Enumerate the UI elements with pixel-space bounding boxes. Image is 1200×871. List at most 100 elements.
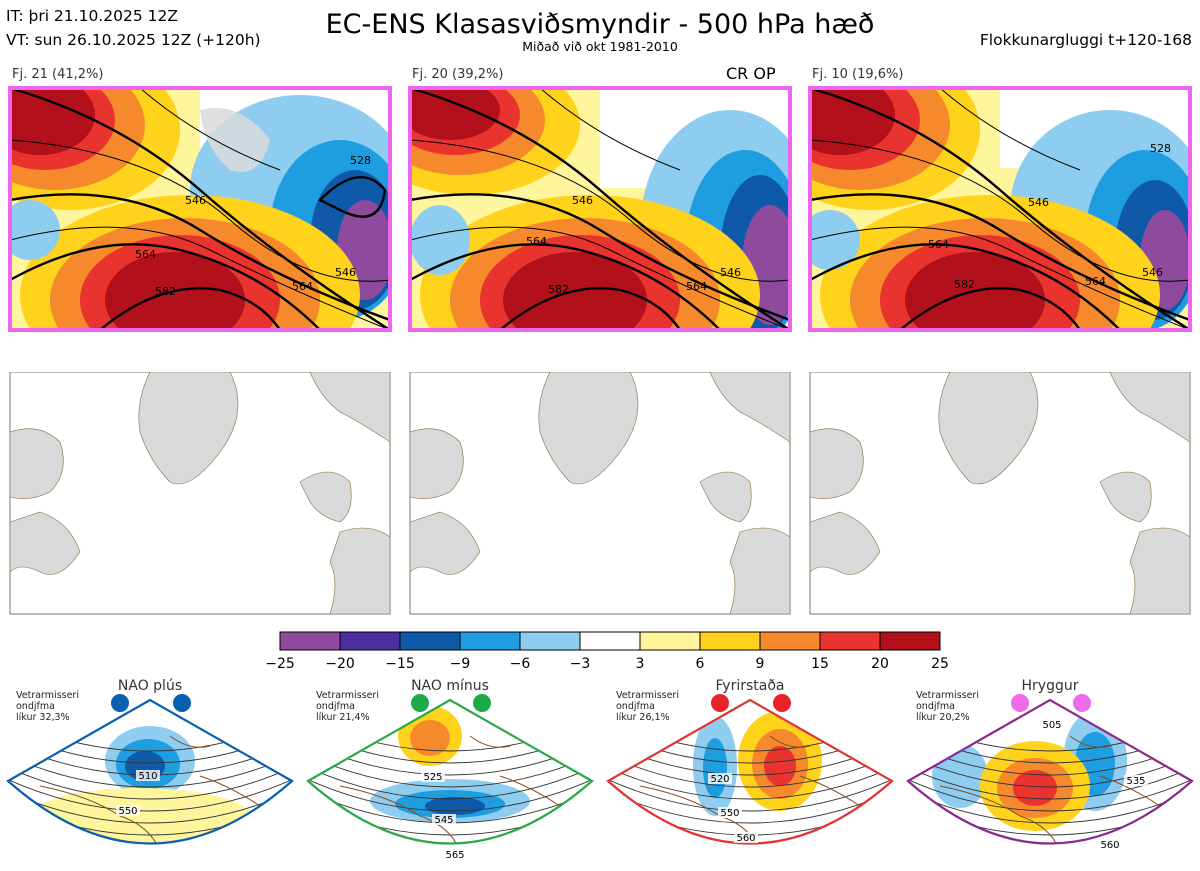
regime-dot xyxy=(411,694,429,712)
regime-border xyxy=(606,698,894,845)
contour-label: 528 xyxy=(350,154,371,167)
cluster-label-3: Fj. 10 (19,6%) xyxy=(812,67,904,82)
empty-map-2 xyxy=(409,372,791,615)
colorbar-swatch xyxy=(639,631,701,651)
colorbar-tick-label: −20 xyxy=(325,656,355,672)
regime-note: líkur 26,1% xyxy=(616,712,670,723)
contour-label: 564 xyxy=(686,280,707,293)
contour-label: 546 xyxy=(335,266,356,279)
colorbar-swatch xyxy=(759,631,821,651)
regime-note: Vetrarmisseri xyxy=(616,690,679,701)
colorbar-tick-label: 15 xyxy=(811,656,829,672)
regime-note: Vetrarmisseri xyxy=(916,690,979,701)
regime-contour-label: 525 xyxy=(423,772,442,783)
regime-contour-label: 560 xyxy=(736,833,755,844)
contour-label: 564 xyxy=(526,235,547,248)
contour-label: 582 xyxy=(548,283,569,296)
regime-dot xyxy=(173,694,191,712)
regime-border xyxy=(906,698,1194,845)
regime-note: Vetrarmisseri xyxy=(316,690,379,701)
cluster-label-1: Fj. 21 (41,2%) xyxy=(12,67,104,82)
regime-contour-label: 550 xyxy=(118,806,137,817)
colorbar-tick-label: 9 xyxy=(756,656,765,672)
colorbar-swatch xyxy=(699,631,761,651)
regime-dot xyxy=(773,694,791,712)
cluster-map-1: 528 546 564 582 546 564 xyxy=(10,88,390,330)
regime-dot xyxy=(111,694,129,712)
regime-contour-label: 550 xyxy=(720,808,739,819)
colorbar-tick-label: 6 xyxy=(696,656,705,672)
colorbar-swatch xyxy=(819,631,881,651)
colorbar-swatch xyxy=(579,631,641,651)
contour-label: 546 xyxy=(1028,196,1049,209)
colorbar-swatch xyxy=(879,631,941,651)
regime-dot xyxy=(1073,694,1091,712)
contour-label: 582 xyxy=(954,278,975,291)
colorbar-swatch xyxy=(459,631,521,651)
empty-map-1 xyxy=(9,372,391,615)
regime-contour-label: 505 xyxy=(1042,720,1061,731)
contour-label: 546 xyxy=(720,266,741,279)
colorbar-tick-label: −6 xyxy=(510,656,531,672)
colorbar: −25 −20 −15 −9 −6 −3 3 6 9 15 20 25 xyxy=(265,631,949,672)
contour-label: 546 xyxy=(1142,266,1163,279)
regime-contour-label: 535 xyxy=(1126,776,1145,787)
regime-contour-label: 565 xyxy=(445,850,464,861)
cluster-maps: 528 546 564 582 546 564 546 564 582 546 xyxy=(8,86,1192,332)
colorbar-tick-label: 3 xyxy=(636,656,645,672)
cluster-frame-3 xyxy=(808,86,1192,332)
colorbar-swatch xyxy=(279,631,341,651)
colorbar-tick-label: −9 xyxy=(450,656,471,672)
empty-maps xyxy=(9,372,1191,615)
regime-note: líkur 32,3% xyxy=(16,712,70,723)
regime-contour-label: 510 xyxy=(138,771,157,782)
regime-title: Hryggur xyxy=(1022,678,1079,694)
colorbar-tick-label: −3 xyxy=(570,656,591,672)
regime-note: ondjfma xyxy=(616,701,655,712)
colorbar-tick-label: 25 xyxy=(931,656,949,672)
valid-time: VT: sun 26.10.2025 12Z (+120h) xyxy=(6,31,261,49)
classification-window: Flokkunargluggi t+120-168 xyxy=(979,31,1192,49)
contour-label: 564 xyxy=(1085,275,1106,288)
regime-title: Fyrirstaða xyxy=(716,678,785,694)
regime-note: ondjfma xyxy=(16,701,55,712)
regime-note: ondjfma xyxy=(316,701,355,712)
contour-label: 564 xyxy=(135,248,156,261)
cluster-map-3: 528 546 564 582 546 564 xyxy=(810,88,1190,330)
contour-label: 546 xyxy=(185,194,206,207)
colorbar-swatch xyxy=(339,631,401,651)
regime-border xyxy=(6,698,294,845)
page-title: EC-ENS Klasasviðsmyndir - 500 hPa hæð xyxy=(325,9,875,40)
issue-time: IT: þri 21.10.2025 12Z xyxy=(6,7,178,25)
regime-border xyxy=(306,698,594,845)
regime-note: ondjfma xyxy=(916,701,955,712)
regime-title: NAO plús xyxy=(118,678,182,694)
page-subtitle: Miðað við okt 1981-2010 xyxy=(522,39,678,54)
cluster-tag-2: CR OP xyxy=(726,64,776,83)
regime-contour-label: 560 xyxy=(1100,840,1119,851)
colorbar-swatch xyxy=(399,631,461,651)
colorbar-tick-label: 20 xyxy=(871,656,889,672)
regime-contour-label: 545 xyxy=(434,815,453,826)
colorbar-swatch xyxy=(519,631,581,651)
regime-note: líkur 21,4% xyxy=(316,712,370,723)
contour-label: 546 xyxy=(572,194,593,207)
cluster-frame-1 xyxy=(8,86,392,332)
cluster-frame-2 xyxy=(408,86,792,332)
regime-note: Vetrarmisseri xyxy=(16,690,79,701)
regime-note: líkur 20,2% xyxy=(916,712,970,723)
contour-label: 564 xyxy=(928,238,949,251)
colorbar-tick-label: −25 xyxy=(265,656,295,672)
contour-label: 528 xyxy=(1150,142,1171,155)
colorbar-tick-label: −15 xyxy=(385,656,415,672)
regime-dot xyxy=(473,694,491,712)
contour-label: 582 xyxy=(155,285,176,298)
regime-title: NAO mínus xyxy=(411,678,489,694)
regime-dot xyxy=(711,694,729,712)
cluster-label-2: Fj. 20 (39,2%) xyxy=(412,67,504,82)
regime-contour-label: 520 xyxy=(710,774,729,785)
